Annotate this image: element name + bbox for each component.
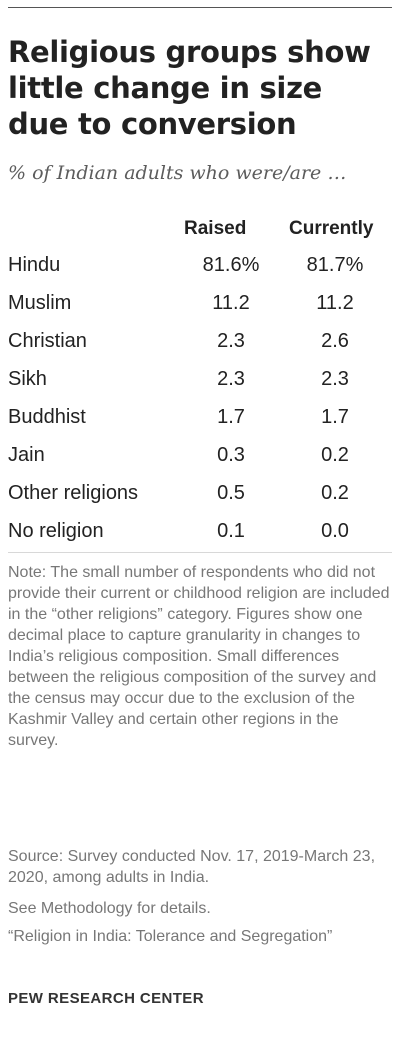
table-row: Jain 0.3 0.2 xyxy=(8,436,400,474)
row-label: Sikh xyxy=(8,367,47,390)
table-row: No religion 0.1 0.0 xyxy=(8,512,400,550)
row-label: Muslim xyxy=(8,291,72,314)
table-row: Other religions 0.5 0.2 xyxy=(8,474,400,512)
raised-value: 0.3 xyxy=(217,443,245,466)
raised-value: 81.6% xyxy=(202,253,260,276)
note-text: Note: The small number of respondents wh… xyxy=(8,564,390,749)
organization-name: PEW RESEARCH CENTER xyxy=(8,990,204,1007)
raised-value: 1.7 xyxy=(217,405,245,428)
currently-value: 0.0 xyxy=(321,519,349,542)
table-row: Christian 2.3 2.6 xyxy=(8,322,400,360)
table-row: Muslim 11.2 11.2 xyxy=(8,284,400,322)
raised-value: 2.3 xyxy=(217,367,245,390)
report-title: “Religion in India: Tolerance and Segreg… xyxy=(8,928,333,945)
currently-value: 81.7% xyxy=(306,253,364,276)
methodology-text: See Methodology for details. xyxy=(8,900,211,917)
data-table: Hindu 81.6% 81.7% Muslim 11.2 11.2 Christian 2.… xyxy=(8,246,400,550)
chart-title: Religious groups show little change in s… xyxy=(8,35,371,141)
raised-value: 0.5 xyxy=(217,481,245,504)
row-label: No religion xyxy=(8,519,104,542)
raised-value: 2.3 xyxy=(217,329,245,352)
raised-value: 0.1 xyxy=(217,519,245,542)
currently-value: 0.2 xyxy=(321,481,349,504)
currently-value: 2.6 xyxy=(321,329,349,352)
raised-value: 11.2 xyxy=(212,291,250,314)
chart-subtitle: % of Indian adults who were/are … xyxy=(8,162,347,184)
currently-value: 1.7 xyxy=(321,405,349,428)
row-label: Other religions xyxy=(8,481,139,504)
table-row: Hindu 81.6% 81.7% xyxy=(8,246,400,284)
column-header-raised: Raised xyxy=(184,218,247,239)
currently-value: 2.3 xyxy=(321,367,349,390)
row-label: Hindu xyxy=(8,253,61,276)
row-label: Christian xyxy=(8,329,87,352)
table-row: Sikh 2.3 2.3 xyxy=(8,360,400,398)
divider xyxy=(8,552,392,553)
row-label: Jain xyxy=(8,443,45,466)
column-header-currently: Currently xyxy=(289,218,374,239)
currently-value: 11.2 xyxy=(316,291,354,314)
currently-value: 0.2 xyxy=(321,443,349,466)
top-rule xyxy=(8,7,392,8)
row-label: Buddhist xyxy=(8,405,86,428)
source-text: Source: Survey conducted Nov. 17, 2019-M… xyxy=(8,848,376,886)
table-row: Buddhist 1.7 1.7 xyxy=(8,398,400,436)
data-table-body: Hindu 81.6% 81.7% Muslim 11.2 11.2 Christian 2.… xyxy=(8,246,400,550)
